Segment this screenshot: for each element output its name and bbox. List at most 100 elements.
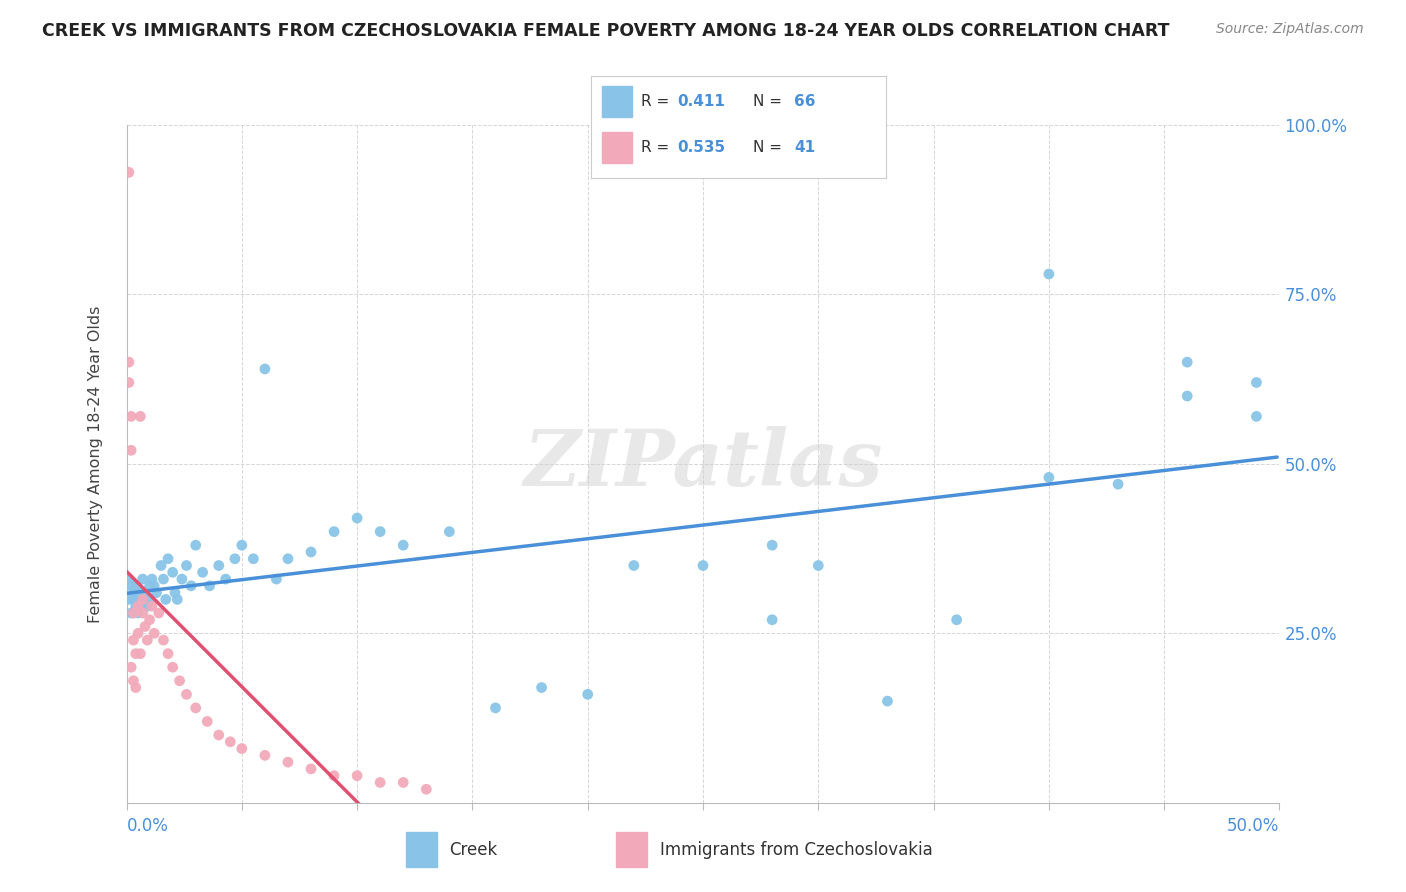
Point: [136, 633, 159, 648]
Point: [242, 551, 264, 566]
Point: [415, 782, 437, 797]
Point: [118, 592, 141, 607]
Point: [692, 558, 714, 573]
Point: [231, 741, 253, 756]
Point: [120, 443, 142, 458]
Bar: [602, 87, 631, 117]
Point: [1175, 389, 1198, 403]
Point: [127, 626, 149, 640]
Point: [127, 599, 149, 614]
Point: [157, 551, 180, 566]
Point: [163, 585, 186, 599]
Point: [195, 714, 218, 729]
Point: [141, 572, 163, 586]
Point: [125, 599, 148, 614]
Point: [122, 673, 145, 688]
Point: [180, 579, 202, 593]
Point: [152, 633, 174, 648]
Point: [176, 687, 198, 701]
Point: [1038, 267, 1060, 281]
Point: [143, 579, 166, 593]
Point: [125, 647, 148, 661]
Point: [208, 558, 231, 573]
Point: [224, 551, 246, 566]
Bar: [406, 832, 437, 867]
Text: 66: 66: [794, 94, 815, 109]
Point: [439, 524, 461, 539]
Point: [122, 592, 145, 607]
Point: [152, 572, 174, 586]
Point: [129, 585, 152, 599]
Text: ZIPatlas: ZIPatlas: [523, 425, 883, 502]
Point: [1175, 355, 1198, 369]
Point: [138, 592, 160, 607]
Text: N =: N =: [754, 94, 787, 109]
Text: 41: 41: [794, 140, 815, 155]
Point: [1038, 470, 1060, 484]
Point: [122, 585, 145, 599]
Point: [155, 592, 177, 607]
Point: [131, 572, 153, 586]
Point: [169, 673, 191, 688]
Point: [122, 606, 145, 620]
Point: [576, 687, 599, 701]
Point: [266, 572, 288, 586]
Point: [131, 592, 153, 607]
Point: [143, 626, 166, 640]
Text: R =: R =: [641, 140, 673, 155]
Text: N =: N =: [754, 140, 787, 155]
Point: [138, 579, 160, 593]
Point: [118, 165, 141, 179]
Point: [120, 409, 142, 424]
Text: Immigrants from Czechoslovakia: Immigrants from Czechoslovakia: [659, 840, 932, 859]
Point: [1107, 477, 1129, 491]
Point: [299, 545, 322, 559]
Y-axis label: Female Poverty Among 18-24 Year Olds: Female Poverty Among 18-24 Year Olds: [89, 305, 103, 623]
Point: [231, 538, 253, 552]
Point: [761, 538, 783, 552]
Point: [1246, 409, 1268, 424]
Point: [323, 524, 346, 539]
Text: R =: R =: [641, 94, 673, 109]
Point: [1246, 376, 1268, 390]
Point: [125, 579, 148, 593]
Point: [145, 585, 167, 599]
Point: [253, 362, 276, 376]
Point: [118, 355, 141, 369]
Point: [392, 775, 415, 789]
Point: [623, 558, 645, 573]
Text: CREEK VS IMMIGRANTS FROM CZECHOSLOVAKIA FEMALE POVERTY AMONG 18-24 YEAR OLDS COR: CREEK VS IMMIGRANTS FROM CZECHOSLOVAKIA …: [42, 22, 1170, 40]
Point: [162, 660, 184, 674]
Point: [122, 606, 145, 620]
Point: [125, 681, 148, 695]
Point: [484, 701, 506, 715]
Point: [876, 694, 898, 708]
Point: [127, 592, 149, 607]
Point: [120, 660, 142, 674]
Point: [131, 592, 153, 607]
Point: [138, 613, 160, 627]
Point: [198, 579, 221, 593]
Point: [530, 681, 553, 695]
Point: [127, 606, 149, 620]
Text: Creek: Creek: [450, 840, 498, 859]
Point: [170, 572, 193, 586]
Point: [141, 599, 163, 614]
Point: [129, 599, 152, 614]
Point: [323, 769, 346, 783]
Point: [157, 647, 180, 661]
Point: [368, 524, 391, 539]
Point: [191, 566, 214, 580]
Point: [120, 606, 142, 620]
Point: [277, 551, 299, 566]
Point: [136, 599, 159, 614]
Text: 0.0%: 0.0%: [127, 817, 169, 835]
Point: [215, 572, 238, 586]
Point: [148, 606, 170, 620]
Point: [277, 755, 299, 769]
Point: [761, 613, 783, 627]
Point: [176, 558, 198, 573]
Point: [131, 606, 153, 620]
Point: [118, 376, 141, 390]
Point: [122, 633, 145, 648]
